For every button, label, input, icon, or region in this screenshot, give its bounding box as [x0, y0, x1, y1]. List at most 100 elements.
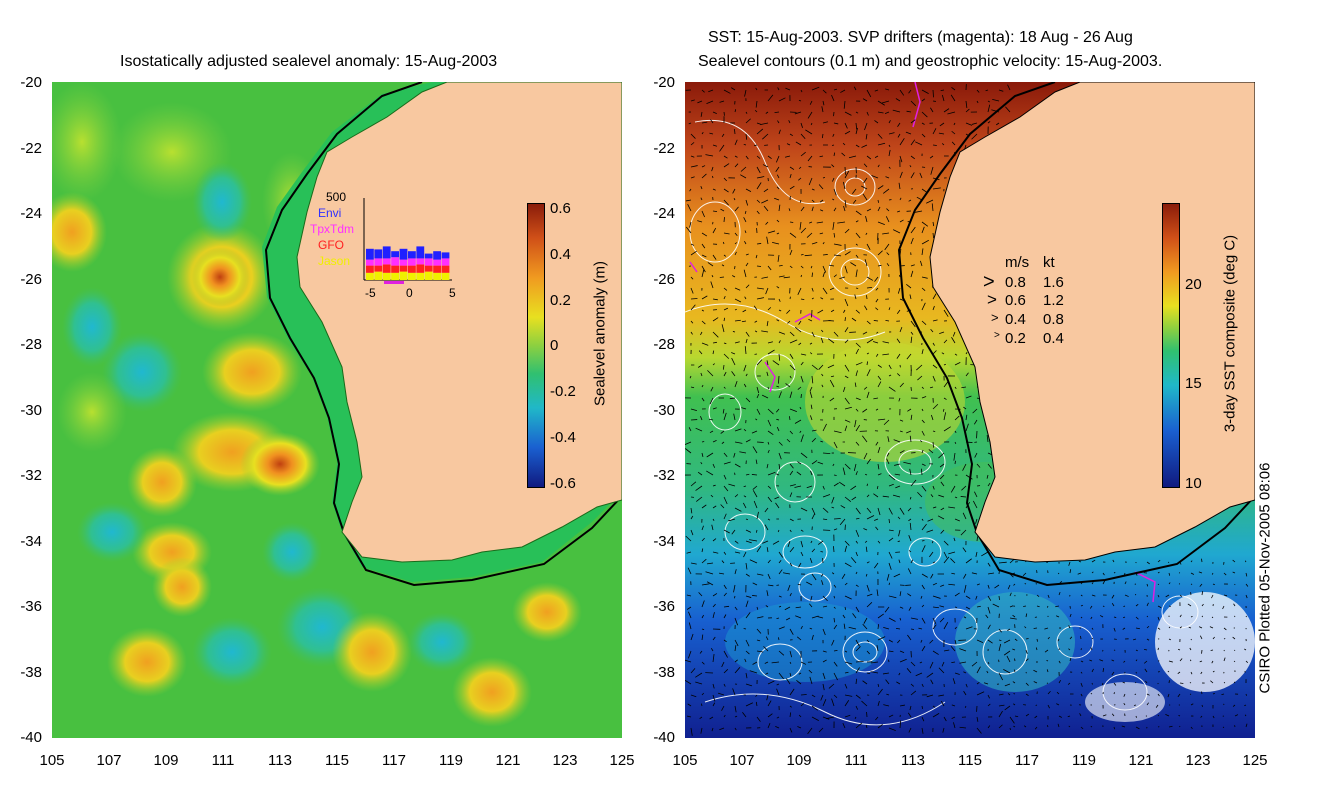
velocity-arrow: [930, 414, 934, 421]
velocity-arrow: [712, 175, 714, 179]
velocity-arrow: [921, 584, 925, 590]
velocity-arrow: [855, 471, 858, 476]
velocity-arrow: [811, 716, 819, 722]
velocity-arrow: [1221, 693, 1225, 696]
velocity-arrow: [809, 558, 813, 564]
velocity-arrow: [965, 372, 969, 377]
velocity-arrow: [701, 320, 706, 325]
velocity-arrow: [853, 86, 857, 91]
velocity-arrow: [854, 382, 857, 388]
velocity-arrow: [822, 452, 831, 455]
velocity-arrow: [831, 144, 835, 146]
velocity-arrow: [855, 362, 863, 366]
velocity-arrow: [794, 485, 802, 488]
velocity-arrow: [698, 592, 703, 597]
velocity-arrow: [866, 338, 874, 344]
velocity-arrow: [1080, 726, 1084, 730]
velocity-arrow: [766, 463, 769, 469]
left-cb-tick: 0.6: [550, 200, 571, 217]
velocity-arrow: [822, 176, 826, 179]
velocity-arrow: [765, 221, 769, 225]
velocity-arrow: [795, 615, 802, 619]
velocity-arrow: [811, 199, 815, 203]
velocity-arrow: [877, 624, 879, 630]
velocity-arrow: [1201, 704, 1203, 708]
velocity-arrow: [1199, 583, 1203, 587]
velocity-arrow: [707, 262, 714, 267]
velocity-arrow: [877, 206, 881, 212]
velocity-arrow: [734, 129, 736, 135]
velocity-arrow: [910, 617, 919, 620]
velocity-arrow: [921, 239, 929, 245]
velocity-arrow: [921, 449, 924, 454]
velocity-arrow: [930, 679, 934, 685]
velocity-arrow: [983, 682, 989, 685]
velocity-arrow: [1025, 682, 1029, 686]
velocity-arrow: [866, 458, 871, 465]
velocity-arrow: [774, 197, 780, 201]
velocity-arrow: [837, 221, 846, 224]
velocity-arrow: [789, 712, 792, 718]
velocity-arrow: [844, 496, 852, 503]
right-y-tick: -36: [653, 598, 675, 615]
velocity-arrow: [734, 139, 738, 146]
velocity-arrow: [723, 199, 729, 206]
velocity-arrow: [844, 199, 847, 208]
velocity-arrow: [734, 441, 743, 444]
velocity-arrow: [1234, 649, 1236, 652]
velocity-arrow: [743, 383, 747, 388]
velocity-arrow: [723, 639, 727, 643]
velocity-arrow: [719, 276, 725, 278]
velocity-arrow: [866, 515, 875, 520]
velocity-arrow: [943, 649, 950, 652]
velocity-legend-ms: 0.8: [1005, 274, 1026, 291]
velocity-arrow: [734, 727, 737, 731]
velocity-arrow: [787, 320, 791, 324]
velocity-arrow: [1080, 604, 1084, 607]
velocity-arrow: [723, 371, 727, 377]
velocity-arrow: [778, 569, 783, 575]
velocity-arrow: [1090, 647, 1093, 651]
velocity-arrow: [1146, 693, 1150, 696]
velocity-arrow: [775, 473, 780, 476]
velocity-arrow: [843, 100, 846, 109]
velocity-arrow: [844, 130, 851, 135]
velocity-arrow: [809, 391, 813, 399]
velocity-arrow: [1234, 615, 1236, 618]
right-x-tick: 111: [844, 752, 868, 769]
left-map-plot[interactable]: [52, 82, 622, 738]
velocity-arrow: [690, 386, 695, 389]
velocity-arrow: [811, 241, 818, 245]
velocity-arrow: [866, 352, 870, 355]
velocity-arrow: [776, 683, 780, 686]
velocity-arrow: [731, 357, 736, 366]
velocity-arrow: [1111, 602, 1115, 607]
velocity-arrow: [1212, 693, 1215, 695]
velocity-arrow: [1232, 636, 1236, 640]
velocity-arrow: [706, 100, 714, 105]
velocity-arrow: [690, 727, 693, 736]
velocity-arrow: [1025, 713, 1030, 717]
velocity-arrow: [756, 606, 759, 610]
velocity-arrow: [789, 688, 795, 696]
velocity-arrow: [873, 341, 879, 344]
inset-bars-svg: [363, 198, 452, 284]
velocity-arrow: [866, 286, 873, 289]
velocity-arrow: [1046, 561, 1049, 563]
velocity-arrow: [888, 120, 891, 124]
left-x-tick: 113: [268, 752, 292, 769]
velocity-arrow: [1022, 572, 1027, 577]
velocity-arrow: [687, 650, 692, 659]
velocity-arrow: [963, 690, 967, 696]
velocity-arrow: [752, 595, 758, 597]
velocity-arrow: [844, 375, 849, 379]
velocity-arrow: [1222, 726, 1225, 728]
inset-bar-jason: [399, 271, 408, 280]
velocity-arrow: [1091, 582, 1094, 585]
velocity-arrow: [806, 581, 813, 586]
velocity-arrow: [789, 518, 794, 522]
velocity-arrow: [690, 298, 698, 300]
velocity-arrow: [833, 207, 837, 212]
velocity-arrow: [745, 518, 749, 521]
velocity-arrow: [1143, 660, 1148, 664]
